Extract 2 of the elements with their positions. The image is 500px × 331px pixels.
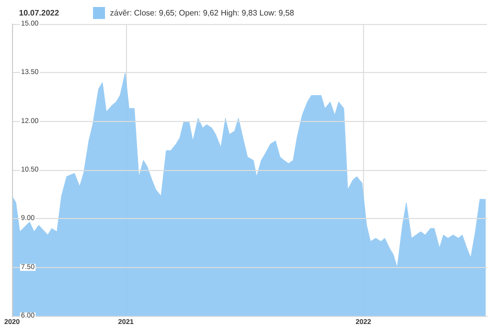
- legend-label: závěr: Close: 9,65; Open: 9,62 High: 9,83 Low: 9,58: [110, 8, 295, 18]
- chart-title: 10.07.2022: [19, 8, 60, 18]
